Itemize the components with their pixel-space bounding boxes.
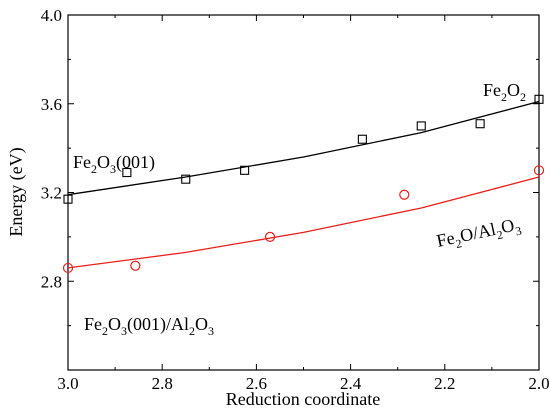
tick-labels: 3.0 2.8 2.6 2.4 2.2 2.0 2.8 3.2 3.6 4.0 [41,6,550,393]
annotation-text: O [108,314,121,334]
fit-line-series-2 [67,176,540,269]
y-axis-title: Energy (eV) [6,147,27,236]
annotation-subscript: 2 [102,324,108,338]
x-tick-label: 2.8 [152,374,173,393]
data-point-square [240,165,250,175]
annotation-fe2o3-001: Fe2O3(001) [73,152,155,176]
data-point-circle [399,189,410,200]
annotation-subscript: 2 [189,324,195,338]
data-point-square [534,94,544,104]
annotation-fe2o2: Fe2O2 [483,80,526,104]
fit-line-series-1 [67,100,540,196]
data-point-square [122,167,132,178]
annotation-text: Fe [73,152,91,172]
annotation-subscript: 2 [495,227,504,242]
y-tick-label: 4.0 [41,6,62,25]
data-point-square [63,194,73,204]
annotation-subscript: 3 [110,162,116,176]
annotation-text: O [499,215,516,237]
annotation-text: (001) [116,152,155,173]
annotation-subscript: 2 [91,162,97,176]
fit-lines [67,100,540,269]
annotation-fe2o-al2o3: Fe2O/Al2O3 [435,214,523,255]
data-points [62,94,545,274]
x-tick-label: 2.0 [528,374,549,393]
x-axis-title: Reduction coordinate [226,389,380,409]
annotation-subscript: 2 [520,90,526,104]
annotation-subscript: 2 [454,236,463,251]
annotation-text: Fe [483,80,501,100]
annotation-text: O [97,152,110,172]
data-point-square [475,119,485,129]
annotation-text: O/Al [458,219,497,246]
x-tick-label: 2.4 [340,374,362,393]
data-point-square [181,174,191,184]
y-tick-label: 3.6 [41,95,62,114]
x-tick-label: 3.0 [57,374,78,393]
annotation-text: O [195,314,208,334]
annotation-text: Fe [435,228,457,251]
annotation-text: Fe [84,314,102,334]
annotation-subscript: 3 [514,223,523,238]
data-point-circle [264,231,276,242]
annotation-text: O [507,80,520,100]
annotation-subscript: 2 [501,90,507,104]
data-point-square [357,134,367,144]
y-tick-label: 3.2 [41,184,62,203]
data-point-circle [533,165,545,176]
annotation-subscript: 3 [121,324,127,338]
x-tick-label: 2.6 [246,374,267,393]
annotation-fe2o3-001-al2o3: Fe2O3(001)/Al2O3 [84,314,214,338]
data-point-circle [62,262,74,274]
data-point-circle [130,260,141,271]
data-point-square [416,121,426,131]
y-tick-label: 2.8 [41,272,62,291]
annotation-subscript: 3 [208,324,214,338]
annotation-text: (001)/Al [127,314,189,335]
axis-ticks [67,14,540,370]
x-tick-label: 2.2 [434,374,455,393]
